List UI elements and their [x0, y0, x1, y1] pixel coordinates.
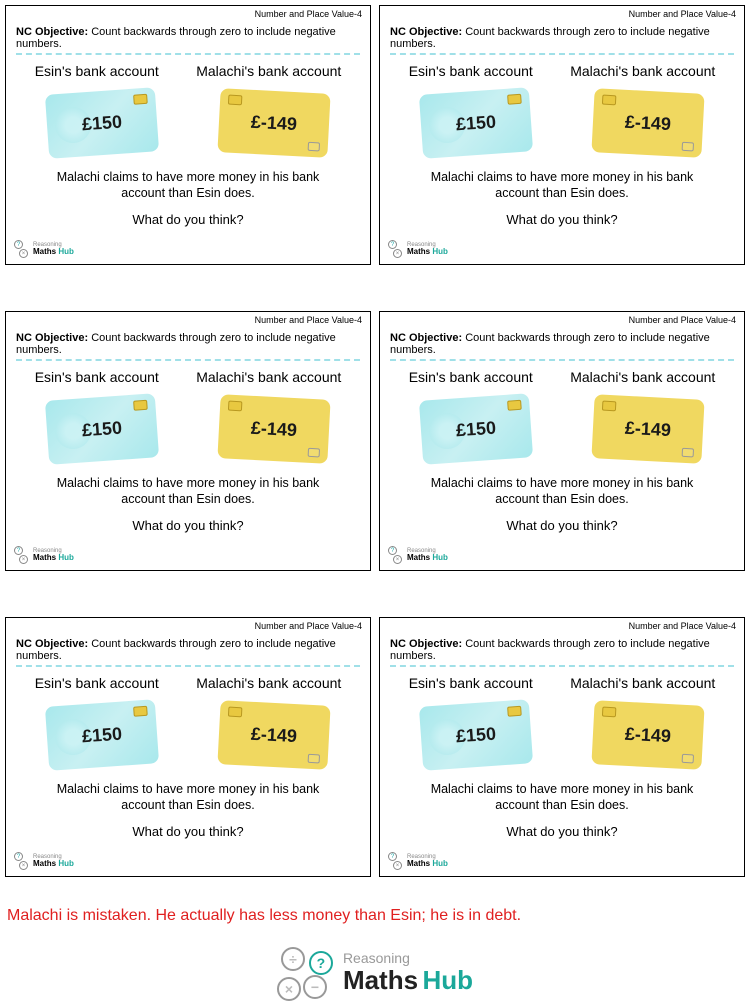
row-spacer — [5, 579, 745, 609]
row-spacer — [5, 273, 745, 303]
malachi-bank-card: £-149 — [217, 88, 330, 158]
chip-icon — [228, 95, 243, 106]
malachi-account-label: Malachi's bank account — [196, 63, 341, 79]
objective: NC Objective: Count backwards through ze… — [390, 26, 734, 50]
answer-text: Malachi is mistaken. He actually has les… — [7, 907, 745, 925]
task-card: Number and Place Value-4 NC Objective: C… — [379, 311, 745, 571]
esin-bank-card: £150 — [419, 87, 533, 159]
topic-label: Number and Place Value-4 — [255, 9, 362, 19]
task-card: Number and Place Value-4 NC Objective: C… — [5, 311, 371, 571]
logo-icon: ÷?×− — [277, 945, 333, 1001]
objective: NC Objective: Count backwards through ze… — [16, 26, 360, 50]
objective-prefix: NC Objective: — [16, 26, 88, 38]
divider — [390, 53, 734, 55]
logo-text: Reasoning Maths Hub — [343, 951, 473, 995]
task-card: Number and Place Value-4 NC Objective: C… — [5, 5, 371, 265]
claim-text: Malachi claims to have more money in his… — [36, 169, 340, 202]
worksheet-grid: Number and Place Value-4 NC Objective: C… — [5, 5, 745, 877]
topic-label: Number and Place Value-4 — [629, 9, 736, 19]
chip-icon — [308, 142, 320, 152]
malachi-bank-card: £-149 — [591, 88, 704, 158]
divider — [16, 53, 360, 55]
esin-amount: £150 — [81, 111, 122, 135]
maths-hub-logo-large: ÷?×− Reasoning Maths Hub — [5, 945, 745, 1001]
task-card: Number and Place Value-4 NC Objective: C… — [379, 617, 745, 877]
account-labels: Esin's bank account Malachi's bank accou… — [16, 63, 360, 79]
bank-cards-row: £150 £-149 — [16, 87, 360, 159]
logo-text: ReasoningMaths Hub — [33, 242, 74, 256]
malachi-amount: £-149 — [250, 111, 297, 134]
esin-bank-card: £150 — [45, 87, 159, 159]
maths-hub-logo: ?× ReasoningMaths Hub — [12, 240, 74, 258]
maths-hub-logo: ?×ReasoningMaths Hub — [386, 240, 448, 258]
task-card: Number and Place Value-4 NC Objective: C… — [379, 5, 745, 265]
task-card: Number and Place Value-4 NC Objective: C… — [5, 617, 371, 877]
esin-account-label: Esin's bank account — [35, 63, 159, 79]
logo-icon: ?× — [12, 240, 30, 258]
chip-icon — [133, 94, 148, 105]
question-text: What do you think? — [16, 212, 360, 227]
